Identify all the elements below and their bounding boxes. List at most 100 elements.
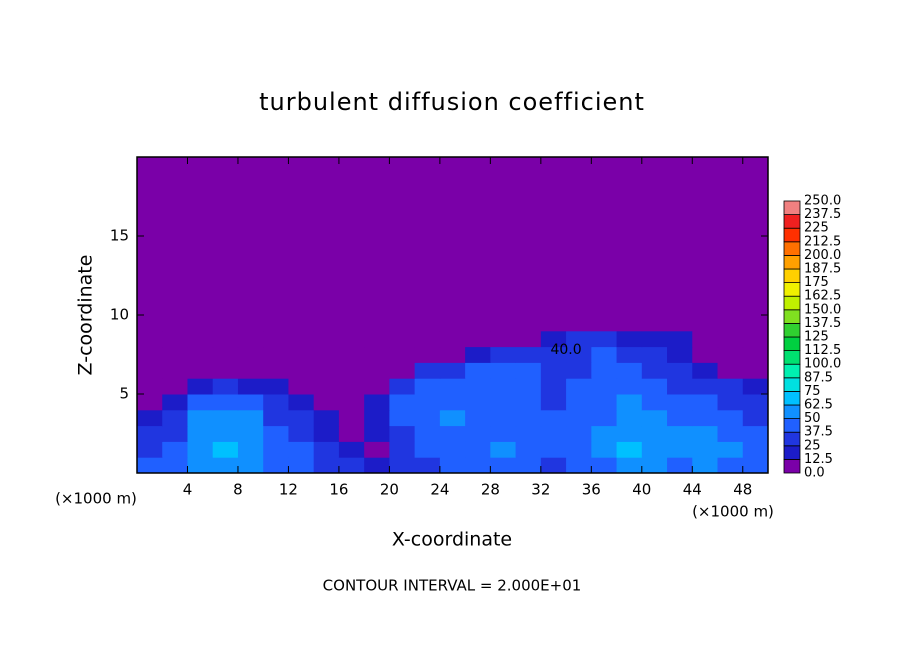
cell <box>667 362 693 379</box>
colorbar-label: 125 <box>804 330 829 345</box>
colorbar-swatch <box>783 241 801 256</box>
cell <box>692 362 719 379</box>
cell <box>616 362 643 379</box>
cell <box>162 394 188 411</box>
cell <box>137 315 163 332</box>
cell <box>414 425 441 442</box>
cell <box>692 409 719 427</box>
cell <box>313 409 340 427</box>
x-tick-label: 8 <box>233 481 243 499</box>
cell <box>212 378 239 395</box>
cell <box>616 457 643 474</box>
y-axis-label: Z-coordinate <box>75 255 97 376</box>
cell <box>490 378 517 395</box>
y-tick-label: 15 <box>110 227 129 245</box>
cell <box>338 330 365 348</box>
cell <box>540 394 567 411</box>
cell <box>162 330 188 348</box>
cell <box>490 441 517 458</box>
cell <box>338 425 365 442</box>
colorbar-swatch <box>783 363 801 379</box>
cell <box>616 394 643 411</box>
cell <box>212 409 239 427</box>
cell <box>263 378 289 395</box>
cell <box>338 441 365 458</box>
cell <box>439 378 466 395</box>
cell <box>187 441 214 458</box>
cell <box>465 425 491 442</box>
cell <box>389 425 416 442</box>
cell <box>364 394 390 411</box>
cell <box>591 346 618 363</box>
cell <box>212 441 239 458</box>
cell <box>490 362 517 379</box>
cell <box>137 378 163 395</box>
cell <box>742 362 769 379</box>
cell <box>313 394 340 411</box>
cell <box>515 378 542 395</box>
x-tick-label: 36 <box>582 481 601 499</box>
cell <box>591 425 618 442</box>
cell <box>414 457 441 474</box>
cell <box>515 425 542 442</box>
colorbar-label: 175 <box>804 275 829 290</box>
cell <box>742 441 769 458</box>
cell <box>540 346 567 363</box>
cell <box>288 378 315 395</box>
cell <box>313 441 340 458</box>
colorbar-label: 250.0 <box>804 194 841 209</box>
cell <box>692 425 719 442</box>
x-tick-label: 20 <box>380 481 399 499</box>
colorbar-swatch <box>783 404 801 420</box>
cell <box>641 378 668 395</box>
colorbar-swatch <box>783 418 801 433</box>
cell <box>616 315 643 332</box>
cell <box>212 315 239 332</box>
cell <box>263 315 289 332</box>
cell <box>313 346 340 363</box>
x-axis-label: X-coordinate <box>392 529 512 551</box>
cell <box>364 378 390 395</box>
cell <box>616 346 643 363</box>
colorbar-swatch <box>783 309 801 324</box>
cell <box>465 362 491 379</box>
cell <box>263 394 289 411</box>
cell <box>591 409 618 427</box>
colorbar-label: 225 <box>804 221 829 236</box>
cell <box>137 409 163 427</box>
cell <box>187 457 214 474</box>
cell <box>288 441 315 458</box>
cell <box>515 441 542 458</box>
cell <box>490 425 517 442</box>
cell <box>540 425 567 442</box>
cell <box>263 346 289 363</box>
cell <box>439 425 466 442</box>
cell <box>515 330 542 348</box>
cell <box>490 409 517 427</box>
cell <box>566 378 592 395</box>
cell <box>313 362 340 379</box>
colorbar-swatch <box>783 350 801 365</box>
cell <box>566 441 592 458</box>
cell <box>263 362 289 379</box>
y-tick-label: 10 <box>110 306 129 324</box>
colorbar-swatch <box>783 458 801 474</box>
colorbar-label: 25 <box>804 438 821 453</box>
cell <box>717 409 744 427</box>
unit-label: (×1000 m) <box>55 490 137 508</box>
cell <box>490 315 517 332</box>
x-tick-label: 16 <box>329 481 348 499</box>
cell <box>667 330 693 348</box>
cell <box>364 330 390 348</box>
cell <box>667 378 693 395</box>
cell <box>263 330 289 348</box>
cell <box>465 378 491 395</box>
cell <box>389 346 416 363</box>
cell <box>364 409 390 427</box>
cell <box>667 441 693 458</box>
cell <box>389 315 416 332</box>
x-tick-label: 48 <box>733 481 752 499</box>
x-tick-label: 12 <box>279 481 298 499</box>
cell <box>439 315 466 332</box>
